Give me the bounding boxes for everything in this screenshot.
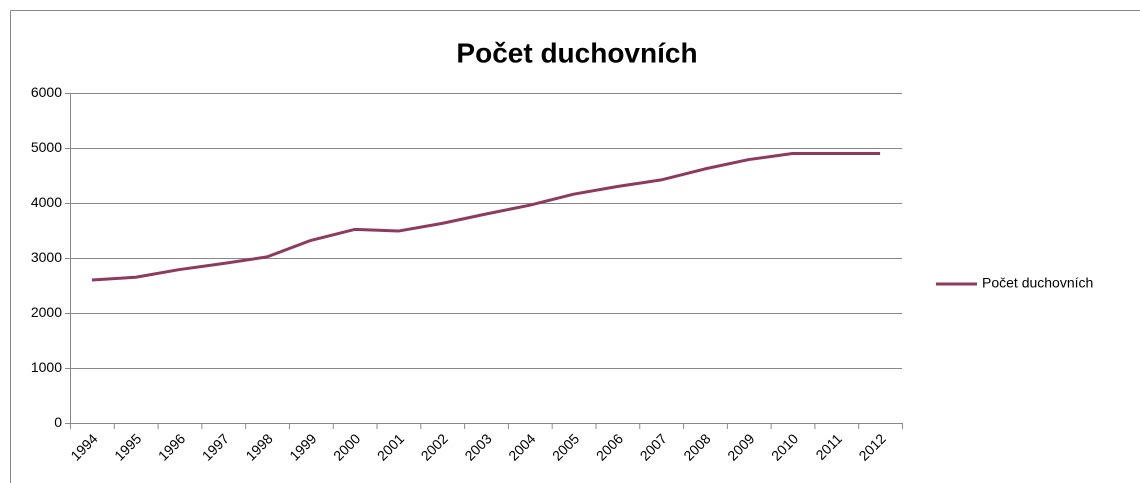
x-tick-label: 2010 [768, 430, 801, 463]
y-tick-label: 1000 [31, 359, 62, 375]
x-tick-label: 2005 [549, 430, 582, 463]
x-tick-label: 2012 [856, 430, 889, 463]
x-tick-label: 1994 [67, 430, 100, 463]
x-tick-label: 2004 [505, 430, 538, 463]
legend-label: Počet duchovních [982, 275, 1093, 291]
x-tick-label: 2007 [637, 430, 670, 463]
x-tick-label: 2000 [330, 430, 363, 463]
x-tick-label: 1996 [155, 430, 188, 463]
x-tick-label: 2006 [593, 430, 626, 463]
chart-title: Počet duchovních [456, 37, 697, 68]
y-tick-label: 4000 [31, 194, 62, 210]
x-tick-label: 2002 [418, 430, 451, 463]
x-tick-label: 2001 [374, 430, 407, 463]
x-tick-label: 2011 [812, 430, 845, 463]
x-tick-label: 2008 [680, 430, 713, 463]
y-tick-label: 2000 [31, 304, 62, 320]
x-tick-label: 1997 [199, 430, 232, 463]
x-tick-label: 1995 [111, 430, 144, 463]
y-tick-label: 0 [54, 414, 62, 430]
x-tick-label: 1998 [242, 430, 275, 463]
series-line [91, 152, 881, 282]
x-tick-label: 1999 [286, 430, 319, 463]
x-tick-label: 2003 [461, 430, 494, 463]
x-tick-label: 2009 [724, 430, 757, 463]
y-tick-label: 3000 [31, 249, 62, 265]
y-tick-label: 5000 [31, 139, 62, 155]
y-tick-label: 6000 [31, 84, 62, 100]
